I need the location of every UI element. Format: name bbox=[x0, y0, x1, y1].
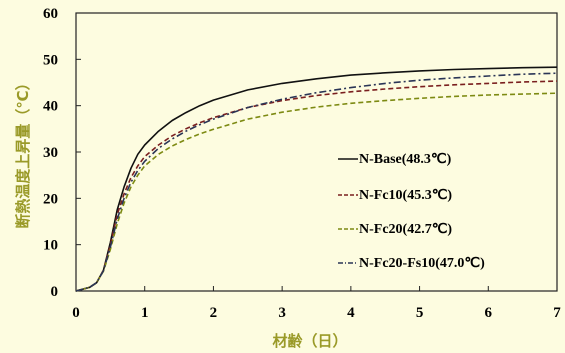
x-tick-label: 4 bbox=[347, 305, 355, 321]
y-tick-label: 40 bbox=[43, 99, 58, 115]
y-tick-label: 0 bbox=[51, 284, 59, 300]
plot-area bbox=[75, 12, 558, 292]
series-line-3 bbox=[75, 92, 558, 292]
series-line-1 bbox=[75, 66, 558, 292]
x-tick-label: 2 bbox=[210, 305, 218, 321]
y-tick-label: 50 bbox=[43, 52, 58, 68]
legend: N-Base(48.3℃) N-Fc10(45.3℃) N-Fc20(42.7℃) N… bbox=[338, 152, 485, 271]
x-tick-label: 0 bbox=[72, 305, 80, 321]
x-tick-label: 3 bbox=[278, 305, 286, 321]
legend-label: N-Base(48.3℃) bbox=[359, 152, 452, 167]
legend-label: N-Fc20-Fs10(47.0℃) bbox=[359, 256, 485, 271]
y-axis-title: 断熱温度上昇量（℃） bbox=[14, 75, 32, 228]
legend-label: N-Fc20(42.7℃) bbox=[359, 222, 452, 237]
legend-label: N-Fc10(45.3℃) bbox=[359, 188, 452, 203]
x-tick-label: 1 bbox=[141, 305, 149, 321]
x-tick-label: 5 bbox=[416, 305, 424, 321]
y-tick-label: 60 bbox=[43, 6, 58, 22]
y-tick-label: 20 bbox=[43, 191, 58, 207]
x-tick-label: 7 bbox=[553, 305, 561, 321]
y-tick-label: 10 bbox=[43, 238, 58, 254]
y-tick-label: 30 bbox=[43, 145, 58, 161]
x-axis-title: 材齢（日） bbox=[272, 332, 347, 350]
series-line-2 bbox=[75, 80, 558, 292]
series-line-4 bbox=[75, 72, 558, 292]
series-lines bbox=[75, 66, 558, 292]
ticks: 0 1 2 3 4 5 6 7 0 10 20 30 40 50 60 bbox=[43, 6, 561, 321]
x-tick-label: 6 bbox=[485, 305, 493, 321]
